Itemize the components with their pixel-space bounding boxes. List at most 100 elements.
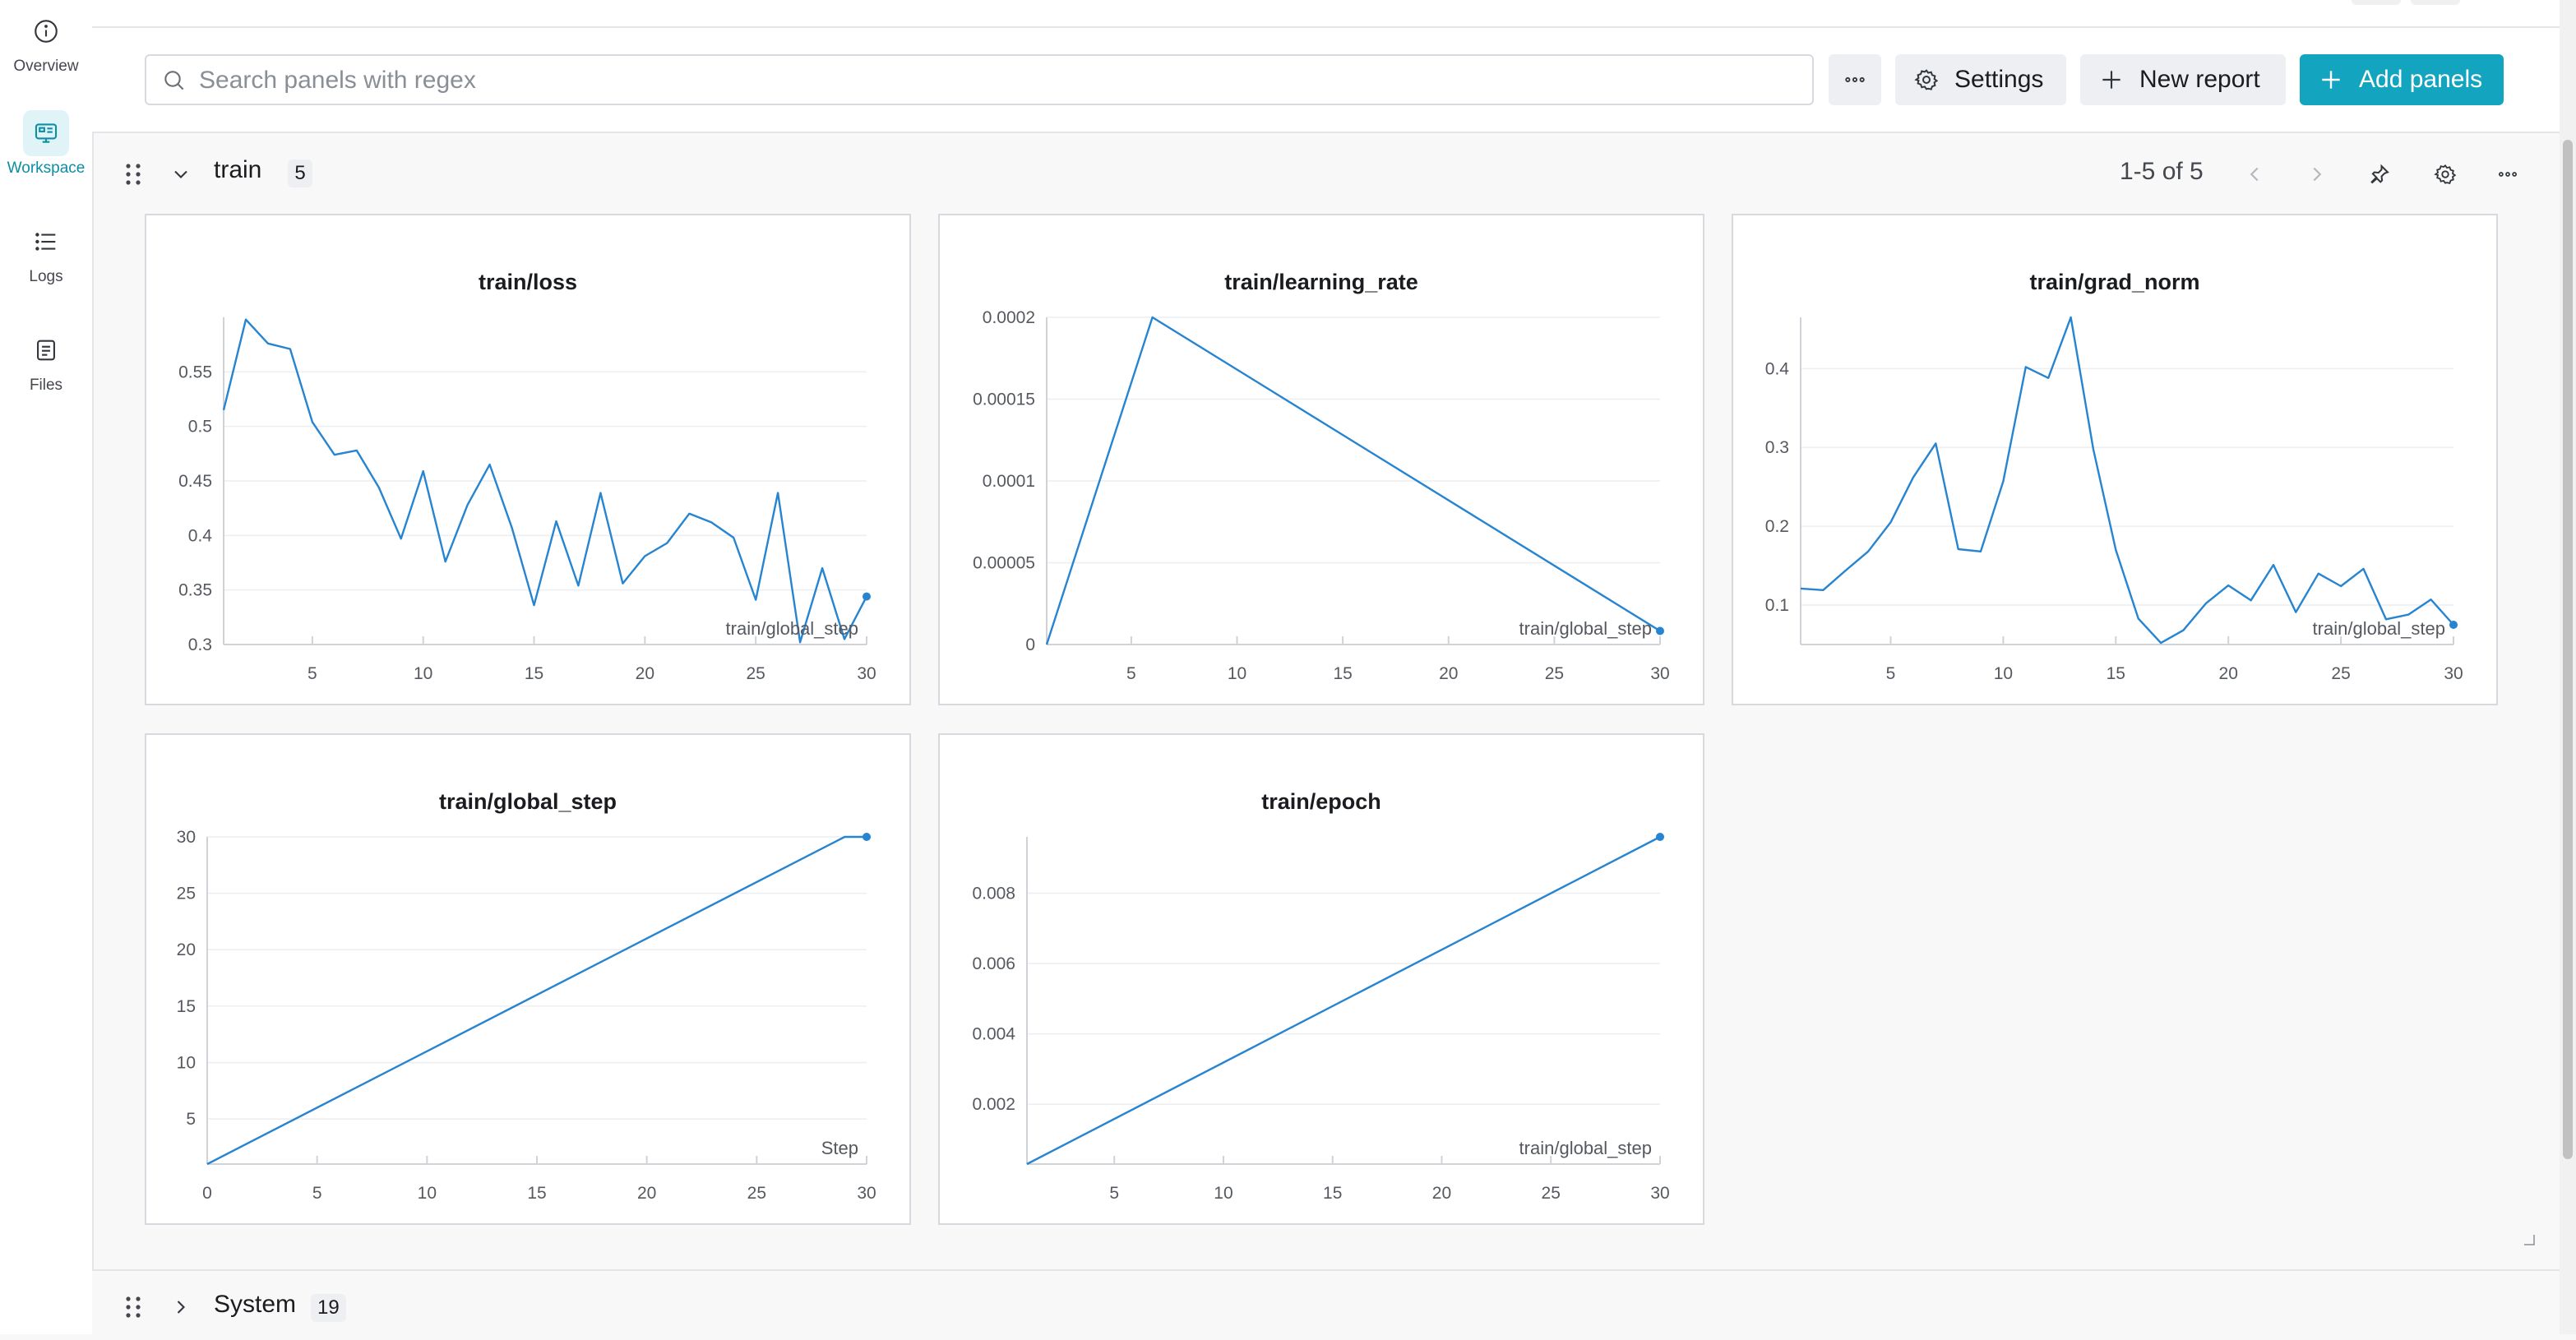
workspace-icon xyxy=(23,110,69,156)
chevron-down-icon[interactable] xyxy=(169,163,192,186)
x-tick-label: 15 xyxy=(525,664,543,683)
y-tick-label: 5 xyxy=(186,1110,196,1129)
drag-handle-icon[interactable] xyxy=(123,1296,143,1319)
line-chart-train-global-step[interactable]: 5 10 15 20 25 30 0 5 10 15 20 25 30 Step xyxy=(146,735,913,1227)
page-scrollbar[interactable] xyxy=(2560,0,2576,1334)
gear-icon xyxy=(2434,164,2457,184)
nav-item-overview[interactable]: Overview xyxy=(0,8,92,76)
x-tick-label: 25 xyxy=(2331,664,2350,683)
more-options-button[interactable] xyxy=(1829,54,1881,105)
y-tick-label: 0.0001 xyxy=(983,472,1035,491)
y-tick-label: 0.3 xyxy=(1765,438,1789,457)
last-point-marker[interactable] xyxy=(1656,626,1664,635)
nav-item-files[interactable]: Files xyxy=(0,327,92,395)
section-title: train xyxy=(214,156,262,183)
drag-handle-icon[interactable] xyxy=(123,163,143,186)
x-tick-label: 30 xyxy=(2444,664,2463,683)
chart-panel-train-grad-norm[interactable]: train/grad_norm 0.1 0.2 0.3 0.4 5 10 15 20 25 30 t… xyxy=(1732,214,2498,705)
chart-title: train/loss xyxy=(478,270,578,294)
ellipsis-icon xyxy=(1845,76,1865,83)
next-page-button[interactable] xyxy=(2301,158,2333,191)
new-report-button[interactable]: New report xyxy=(2080,54,2286,105)
y-tick-label: 0.00005 xyxy=(973,554,1035,573)
top-tab-stub[interactable] xyxy=(2352,0,2401,5)
x-tick-label: 10 xyxy=(1228,664,1246,683)
x-tick-label: 25 xyxy=(747,1184,766,1203)
series-line[interactable] xyxy=(206,835,867,1166)
line-chart-train-epoch[interactable]: 0.002 0.004 0.006 0.008 5 10 15 20 25 30 train/glo… xyxy=(940,735,1706,1227)
x-tick-label: 30 xyxy=(857,1184,876,1203)
nav-item-label: Overview xyxy=(13,58,79,75)
y-tick-label: 0.004 xyxy=(972,1025,1015,1044)
last-point-marker[interactable] xyxy=(1656,833,1664,841)
y-tick-label: 0.35 xyxy=(178,581,212,600)
section-settings-button[interactable] xyxy=(2429,158,2462,191)
pin-icon xyxy=(2370,164,2389,184)
search-box[interactable] xyxy=(145,54,1814,105)
x-tick-label: 0 xyxy=(202,1184,212,1203)
x-tick-label: 15 xyxy=(2107,664,2125,683)
top-tab-stub[interactable] xyxy=(2411,0,2460,5)
x-tick-label: 15 xyxy=(1333,664,1352,683)
x-tick-label: 10 xyxy=(414,664,432,683)
search-icon xyxy=(164,71,184,90)
prev-page-button[interactable] xyxy=(2238,158,2271,191)
line-chart-train-learning-rate[interactable]: 0 0.00005 0.0001 0.00015 0.0002 5 10 15 20 25 30 tr… xyxy=(940,215,1706,707)
section-more-button[interactable] xyxy=(2491,158,2524,191)
add-panels-button[interactable]: Add panels xyxy=(2300,54,2504,105)
nav-item-logs[interactable]: Logs xyxy=(0,219,92,286)
section-title: System xyxy=(214,1291,297,1318)
y-tick-label: 0 xyxy=(1025,635,1035,654)
y-tick-label: 0.002 xyxy=(972,1095,1015,1114)
pin-button[interactable] xyxy=(2363,158,2396,191)
section-header-train: train 5 1-5 of 5 xyxy=(92,140,2560,209)
x-tick-label: 5 xyxy=(1126,664,1136,683)
x-tick-label: 25 xyxy=(746,664,765,683)
chart-title: train/grad_norm xyxy=(2029,270,2200,294)
x-tick-label: 10 xyxy=(1214,1184,1233,1203)
chart-panel-train-loss[interactable]: train/loss 0.3 0.35 0.4 0.45 0.5 0.55 5 10 15 20 2… xyxy=(145,214,911,705)
series-line[interactable] xyxy=(222,318,868,644)
section-count-badge: 5 xyxy=(288,159,312,187)
x-tick-label: 30 xyxy=(1650,1184,1669,1203)
settings-label: Settings xyxy=(1954,66,2044,93)
nav-item-label: Workspace xyxy=(7,159,86,177)
series-line[interactable] xyxy=(1026,835,1661,1166)
settings-button[interactable]: Settings xyxy=(1895,54,2066,105)
y-tick-label: 0.55 xyxy=(178,363,212,381)
y-tick-label: 10 xyxy=(177,1053,196,1072)
scrollbar-thumb[interactable] xyxy=(2563,140,2573,1159)
line-chart-train-grad-norm[interactable]: 0.1 0.2 0.3 0.4 5 10 15 20 25 30 train/global_step xyxy=(1733,215,2500,707)
series-line[interactable] xyxy=(1800,316,2454,645)
x-axis-label: train/global_step xyxy=(1519,618,1652,639)
y-tick-label: 0.006 xyxy=(972,954,1015,973)
y-tick-label: 20 xyxy=(177,940,196,959)
top-bar xyxy=(92,0,2576,28)
chart-panel-train-global-step[interactable]: train/global_step 5 10 15 20 25 30 0 5 10 15 20 25 3… xyxy=(145,733,911,1225)
y-tick-label: 25 xyxy=(177,885,196,903)
last-point-marker[interactable] xyxy=(2449,621,2458,630)
y-tick-label: 0.45 xyxy=(178,472,212,491)
file-icon xyxy=(23,327,69,373)
chart-panel-train-epoch[interactable]: train/epoch 0.002 0.004 0.006 0.008 5 10 15 20 2… xyxy=(938,733,1704,1225)
info-icon xyxy=(23,8,69,54)
x-tick-label: 20 xyxy=(2219,664,2238,683)
line-chart-train-loss[interactable]: 0.3 0.35 0.4 0.45 0.5 0.55 5 10 15 20 25 30 train/gl… xyxy=(146,215,913,707)
x-axis-label: train/global_step xyxy=(2313,618,2445,639)
list-icon xyxy=(23,219,69,265)
nav-item-workspace[interactable]: Workspace xyxy=(0,110,92,178)
search-input[interactable] xyxy=(197,62,1796,99)
chart-panel-train-learning-rate[interactable]: train/learning_rate 0 0.00005 0.0001 0.0001… xyxy=(938,214,1704,705)
resize-handle-icon[interactable] xyxy=(2523,1233,2536,1246)
y-tick-label: 0.1 xyxy=(1765,596,1789,615)
chevron-left-icon xyxy=(2250,167,2259,182)
last-point-marker[interactable] xyxy=(863,833,871,841)
series-line[interactable] xyxy=(1045,316,1661,645)
new-report-label: New report xyxy=(2139,66,2260,93)
chevron-right-icon[interactable] xyxy=(169,1296,192,1319)
section-header-system: System 19 xyxy=(92,1269,2560,1340)
x-tick-label: 20 xyxy=(636,664,654,683)
last-point-marker[interactable] xyxy=(863,592,871,601)
y-tick-label: 30 xyxy=(177,828,196,847)
nav-item-label: Files xyxy=(29,377,63,394)
